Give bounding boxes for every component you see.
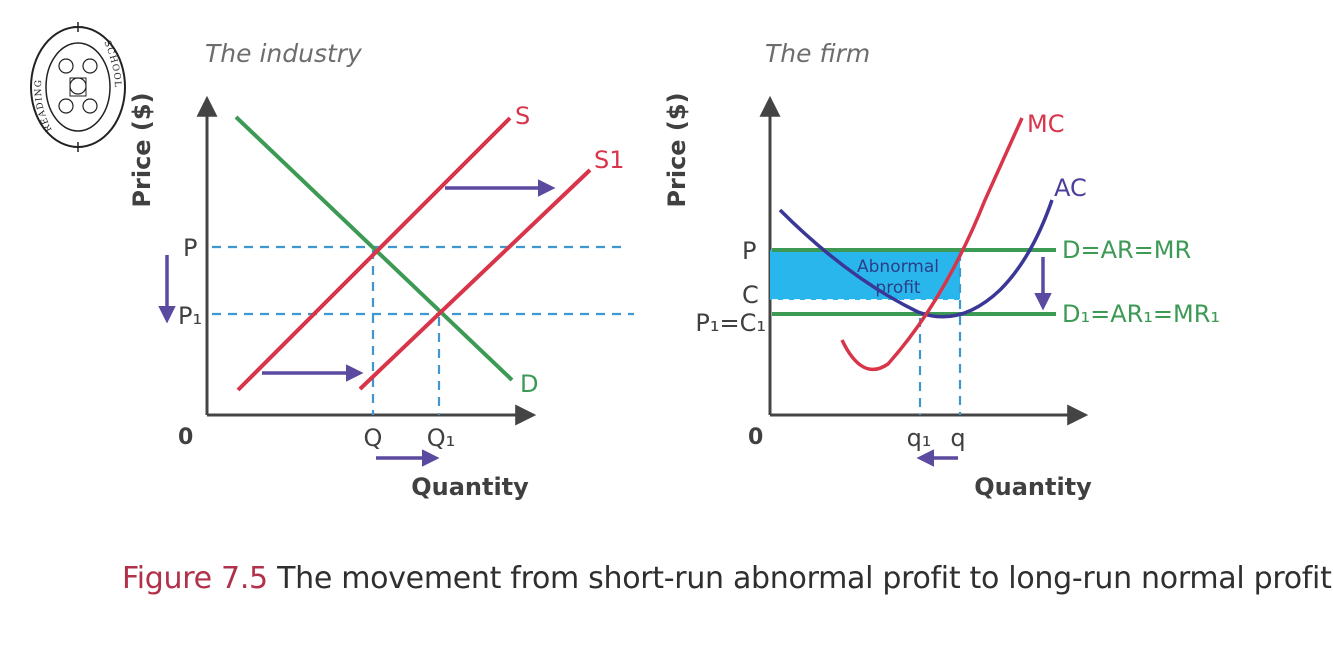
abnormal-profit-label-line2: profit [875, 278, 921, 298]
firm-label-ac: AC [1054, 174, 1087, 202]
industry-y-axis-label: Price ($) [128, 92, 156, 207]
figure-caption: Figure 7.5 The movement from short-run a… [122, 561, 1332, 596]
industry-tick-q: Q [364, 424, 383, 452]
industry-panel: The industry Price ($) 0 Quantity S S1 D… [128, 39, 634, 501]
figure-number: Figure 7.5 [122, 561, 268, 596]
firm-tick-p1-c1: P₁=C₁ [695, 309, 766, 337]
industry-title: The industry [205, 39, 363, 68]
school-crest-logo: READING SCHOOL [30, 22, 126, 152]
firm-tick-q1: q₁ [907, 424, 932, 452]
firm-origin-label: 0 [748, 425, 763, 450]
industry-label-d: D [520, 370, 538, 398]
firm-ac-curve [778, 199, 1054, 319]
firm-title: The firm [765, 39, 870, 68]
firm-y-axis-label: Price ($) [663, 92, 691, 207]
firm-label-d1: D₁=AR₁=MR₁ [1062, 300, 1220, 328]
industry-origin-label: 0 [178, 425, 193, 450]
industry-label-s: S [515, 102, 530, 130]
industry-x-axis-label: Quantity [411, 473, 529, 501]
abnormal-profit-label-line1: Abnormal [857, 257, 939, 277]
industry-demand-curve [234, 115, 514, 382]
industry-tick-p: P [183, 234, 197, 262]
industry-supply-shifted-curve [358, 168, 592, 391]
firm-tick-c: C [742, 281, 759, 309]
firm-tick-q: q [950, 424, 965, 452]
firm-label-mc: MC [1027, 110, 1064, 138]
firm-label-d: D=AR=MR [1062, 236, 1191, 264]
industry-tick-p1: P₁ [178, 302, 202, 330]
industry-supply-curve [236, 116, 512, 392]
industry-tick-q1: Q₁ [427, 424, 456, 452]
firm-panel: The firm Price ($) 0 Quantity Abnormal p… [663, 39, 1220, 501]
figure-caption-text: The movement from short-run abnormal pro… [277, 561, 1332, 596]
firm-tick-p: P [742, 237, 756, 265]
firm-mc-curve [840, 117, 1024, 372]
firm-x-axis-label: Quantity [974, 473, 1092, 501]
industry-label-s1: S1 [594, 146, 625, 174]
abnormal-profit-area [770, 250, 960, 300]
